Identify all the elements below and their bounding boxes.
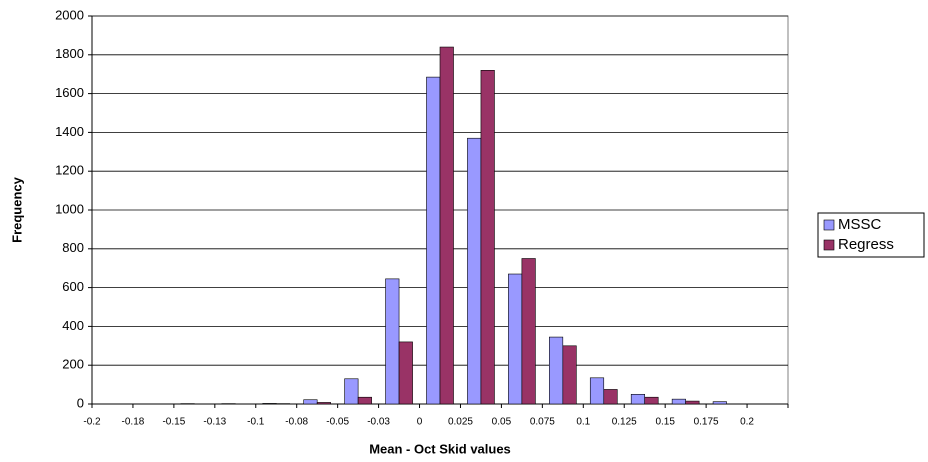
x-tick-label: -0.2 bbox=[83, 417, 101, 428]
y-tick-label: 1000 bbox=[55, 201, 84, 216]
y-tick-label: 200 bbox=[62, 357, 84, 372]
bar bbox=[562, 345, 577, 405]
bar bbox=[357, 396, 372, 405]
y-tick-label: 0 bbox=[77, 395, 84, 410]
bar bbox=[671, 398, 686, 405]
bar bbox=[344, 378, 359, 405]
y-tick-label: 600 bbox=[62, 279, 84, 294]
bar bbox=[426, 76, 441, 405]
x-tick-label: -0.15 bbox=[162, 417, 185, 428]
x-tick-label: 0.025 bbox=[448, 417, 473, 428]
x-tick-label: 0.15 bbox=[655, 417, 675, 428]
bar bbox=[549, 336, 564, 405]
bar bbox=[630, 393, 646, 405]
bar bbox=[385, 278, 400, 405]
x-tick-label: -0.1 bbox=[247, 417, 265, 428]
y-tick-label: 1600 bbox=[55, 85, 84, 100]
bar bbox=[303, 399, 318, 405]
legend-label: MSSC bbox=[838, 216, 882, 233]
x-tick-label: 0 bbox=[417, 417, 423, 428]
legend-swatch bbox=[823, 219, 835, 231]
x-tick-label: -0.05 bbox=[326, 417, 349, 428]
x-tick-label: -0.08 bbox=[285, 417, 308, 428]
legend-swatch bbox=[823, 239, 835, 251]
x-tick-label: 0.05 bbox=[492, 417, 512, 428]
x-tick-label: 0.1 bbox=[576, 417, 590, 428]
bar bbox=[508, 273, 523, 405]
legend-label: Regress bbox=[838, 236, 894, 253]
x-tick-label: -0.13 bbox=[203, 417, 226, 428]
bar bbox=[712, 401, 727, 405]
y-tick-label: 2000 bbox=[55, 7, 84, 22]
x-tick-label: -0.03 bbox=[367, 417, 390, 428]
x-tick-label: 0.2 bbox=[740, 417, 754, 428]
y-axis-title: Frequency bbox=[9, 176, 24, 243]
x-tick-label: 0.075 bbox=[530, 417, 555, 428]
bar bbox=[316, 402, 331, 405]
bar bbox=[685, 400, 700, 405]
y-tick-label: 1400 bbox=[55, 124, 84, 139]
x-axis-title: Mean - Oct Skid values bbox=[369, 441, 511, 456]
legend-box bbox=[817, 212, 925, 258]
x-tick-label: -0.18 bbox=[122, 417, 145, 428]
y-tick-label: 1800 bbox=[55, 46, 84, 61]
bar bbox=[521, 258, 536, 405]
bar bbox=[644, 396, 659, 405]
bar bbox=[262, 403, 277, 405]
x-tick-label: 0.125 bbox=[612, 417, 637, 428]
bar bbox=[439, 46, 454, 405]
x-tick-label: 0.175 bbox=[694, 417, 719, 428]
y-tick-label: 400 bbox=[62, 318, 84, 333]
y-tick-label: 800 bbox=[62, 240, 84, 255]
y-tick-label: 1200 bbox=[55, 163, 84, 178]
bar bbox=[603, 389, 618, 405]
bar bbox=[589, 377, 605, 405]
bar bbox=[480, 70, 495, 405]
bar bbox=[398, 341, 413, 405]
bar bbox=[467, 137, 482, 405]
